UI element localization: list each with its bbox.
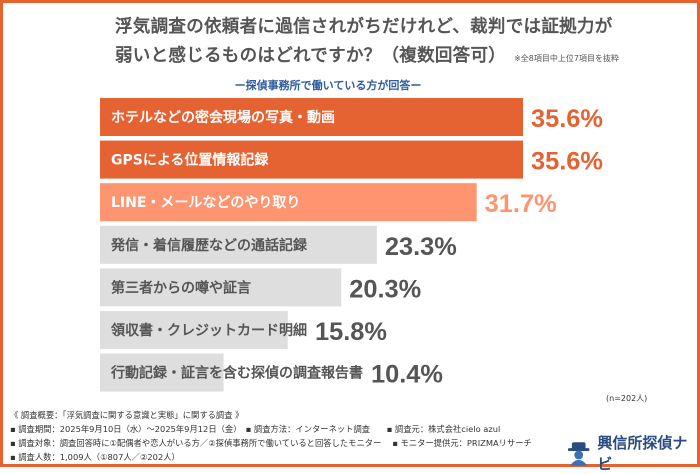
value-label: 35.6%	[531, 105, 603, 133]
bar	[100, 353, 224, 392]
sample-size: (n=202人)	[606, 394, 648, 403]
footer-line: ▪ 調査人数：1,009人（①807人／②202人）	[10, 452, 180, 462]
bar	[100, 268, 342, 307]
category-label: ホテルなどの密会現場の写真・動画	[111, 109, 335, 126]
bar	[100, 183, 477, 222]
footer-line: ▪ 調査期間：2025年9月10日（水）〜2025年9月12日（金） ▪ 調査方…	[10, 424, 501, 434]
category-label: GPSによる位置情報記録	[111, 152, 269, 169]
category-label: 第三者からの噂や証言	[111, 279, 251, 296]
category-label: 発信・着信履歴などの通話記録	[110, 237, 308, 254]
category-label: 行動記録・証言を含む探偵の調査報告書	[110, 365, 363, 382]
value-label: 15.8%	[315, 318, 387, 346]
category-label: LINE・メールなどのやり取り	[111, 195, 300, 211]
bar	[100, 140, 523, 179]
value-label: 23.3%	[385, 233, 457, 261]
value-label: 31.7%	[485, 190, 557, 218]
footer-line: 《 調査概要：「浮気調査に関する意識と実態」に関する調査 》	[10, 410, 244, 420]
bar	[100, 98, 523, 136]
title-line-1: 浮気調査の依頼者に過信されがちだけれど、裁判では証拠力が	[115, 17, 613, 37]
bar	[100, 311, 288, 349]
brand-logo: 興信所探偵ナビ	[566, 432, 700, 474]
bar	[100, 225, 377, 264]
chart-title: 浮気調査の依頼者に過信されがちだけれど、裁判では証拠力が 弱いと感じるものはどれ…	[115, 13, 619, 73]
category-label: 領収書・クレジットカード明細	[111, 322, 307, 339]
chart-subtitle: ー探偵事務所で働いている方が回答ー	[234, 79, 422, 92]
logo-text: 興信所探偵ナビ	[597, 434, 688, 473]
value-label: 20.3%	[349, 275, 421, 303]
title-note: ※全8項目中上位7項目を抜粋	[514, 54, 619, 63]
detective-icon	[567, 442, 590, 466]
value-label: 10.4%	[371, 361, 443, 389]
survey-footer: 《 調査概要：「浮気調査に関する意識と実態」に関する調査 》 ▪ 調査期間：20…	[10, 408, 532, 464]
value-label: 35.6%	[531, 148, 603, 176]
footer-line: ▪ 調査対象：調査回答時に①配偶者や恋人がいる方／②探偵事務所で働いていると回答…	[10, 438, 532, 448]
title-line-2: 弱いと感じるものはどれですか？（複数回答可）	[115, 46, 507, 66]
